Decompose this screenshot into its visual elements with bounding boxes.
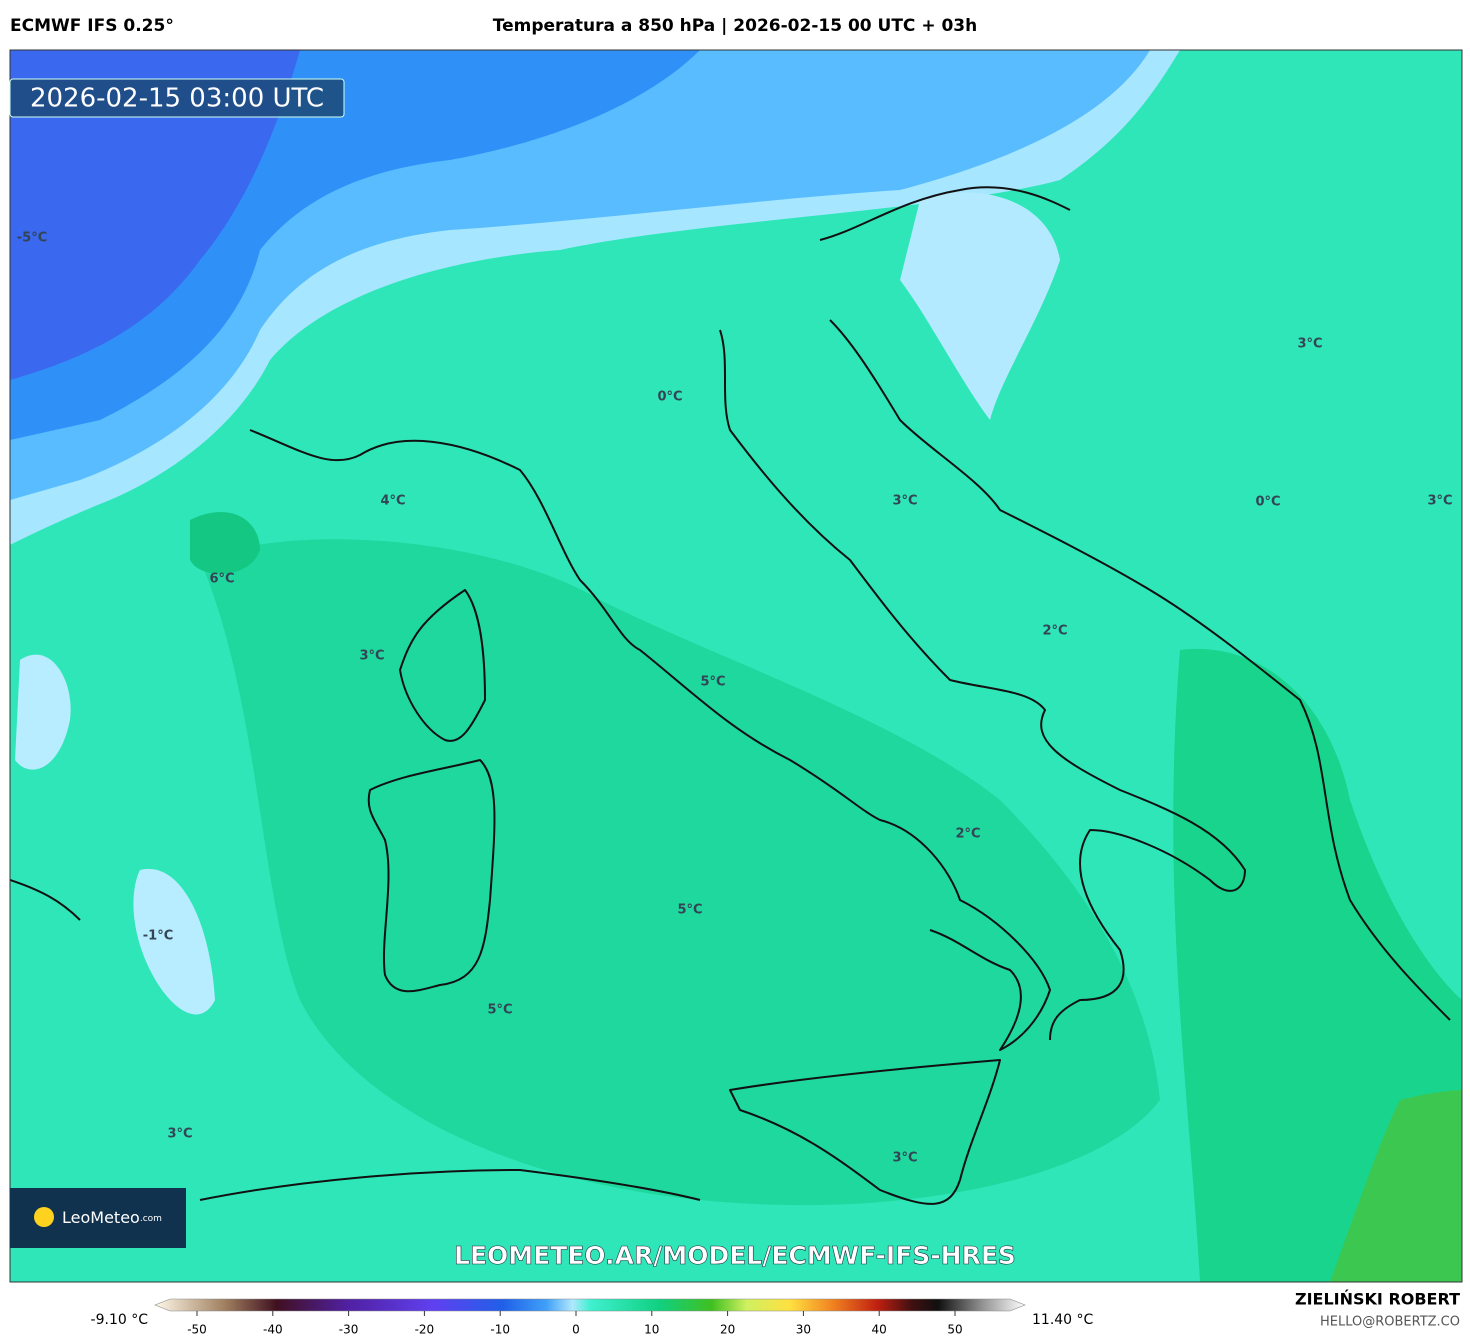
contour-label: 0°C xyxy=(657,390,682,405)
coastline xyxy=(249,329,1246,1051)
warm-pocket xyxy=(190,511,260,574)
contour-label: 3°C xyxy=(1427,494,1452,509)
contour-label: 5°C xyxy=(700,675,725,690)
colorbar-tick-label: 30 xyxy=(796,1323,811,1337)
sardinia xyxy=(367,759,496,993)
colorbar-tick-label: -50 xyxy=(187,1323,207,1337)
coldest-region xyxy=(10,50,300,380)
colorbar-min: -9.10 °C xyxy=(91,1312,149,1328)
author: ZIELIŃSKI ROBERT xyxy=(1295,1290,1460,1309)
logo-suffix: .com xyxy=(140,1214,162,1224)
cold-pocket xyxy=(133,868,215,1015)
contour-label: 3°C xyxy=(892,494,917,509)
contour-label: -1°C xyxy=(143,929,173,944)
contour-label: 3°C xyxy=(167,1127,192,1142)
contour-label: 3°C xyxy=(1297,337,1322,352)
logo-text: LeoMeteo.com xyxy=(62,1208,162,1227)
colorbar xyxy=(154,1298,1026,1312)
contour-label: 5°C xyxy=(677,903,702,918)
contour-label: 4°C xyxy=(380,494,405,509)
map: -5°C 0°C 3°C 4°C 6°C 3°C 3°C 0°C 3°C 2°C 5°C 2°C -1°… xyxy=(10,50,1462,1282)
corsica xyxy=(399,589,486,742)
sicily xyxy=(729,1059,1001,1205)
colorbar-tick-label: -20 xyxy=(415,1323,435,1337)
contour-labels: -5°C 0°C 3°C 4°C 6°C 3°C 3°C 0°C 3°C 2°C 5°C 2°C -1°… xyxy=(17,231,1453,1166)
contour-label: -5°C xyxy=(17,231,47,246)
warmest-region xyxy=(1330,1090,1462,1282)
logo-brand: LeoMeteo xyxy=(62,1208,140,1227)
model-name: ECMWF IFS 0.25° xyxy=(10,16,174,36)
contour-label: 0°C xyxy=(1255,495,1280,510)
colorbar-tick-label: -10 xyxy=(490,1323,510,1337)
cold-pocket xyxy=(15,654,71,770)
colorbar-tick-label: 40 xyxy=(872,1323,887,1337)
contour-label: 5°C xyxy=(487,1003,512,1018)
warm-sea xyxy=(200,539,1160,1206)
map-title: Temperatura a 850 hPa | 2026-02-15 00 UT… xyxy=(493,16,978,36)
colorbar-tick-label: 10 xyxy=(644,1323,659,1337)
contour-label: 2°C xyxy=(955,827,980,842)
contour-label: 3°C xyxy=(359,649,384,664)
watermark: LEOMETEO.AR/MODEL/ECMWF-IFS-HRES xyxy=(454,1241,1016,1270)
colorbar-tick-label: -30 xyxy=(339,1323,359,1337)
colorbar-tick-label: 0 xyxy=(572,1323,580,1337)
map-frame xyxy=(9,49,1463,1283)
logo-sun xyxy=(34,1207,54,1227)
colorbar-tick-label: 20 xyxy=(720,1323,735,1337)
contour-label: 3°C xyxy=(892,1151,917,1166)
email: HELLO@ROBERTZ.CO xyxy=(1320,1315,1460,1330)
timestamp-box xyxy=(9,78,345,118)
coastline xyxy=(10,186,1451,1201)
colorbar-ticks: -50 -40 -30 -20 -10 0 10 20 30 40 50 xyxy=(187,1311,963,1337)
contour-label: 6°C xyxy=(209,572,234,587)
colorbar-tick-label: -40 xyxy=(263,1323,283,1337)
cold-pocket xyxy=(900,192,1060,420)
timestamp: 2026-02-15 03:00 UTC xyxy=(30,84,324,114)
contour-label: 2°C xyxy=(1042,624,1067,639)
colorbar-max: 11.40 °C xyxy=(1032,1312,1094,1328)
colorbar-tick-label: 50 xyxy=(947,1323,962,1337)
